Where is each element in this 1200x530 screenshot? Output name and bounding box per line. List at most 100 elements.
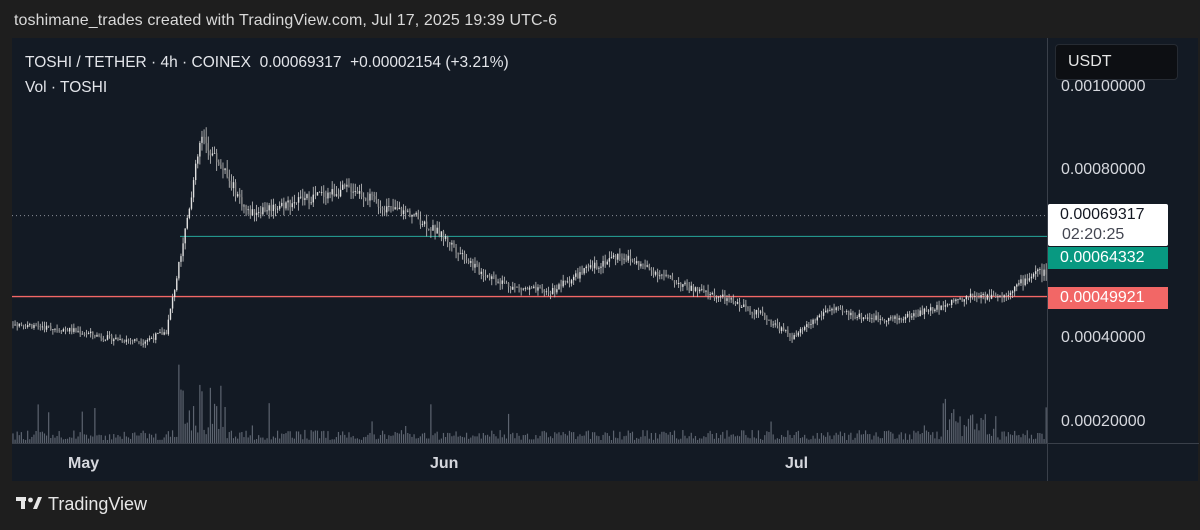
- volume-bar: [510, 434, 512, 443]
- candle-body: [358, 191, 361, 194]
- volume-bar: [104, 435, 106, 443]
- volume-bar: [421, 433, 424, 443]
- candle-body: [623, 258, 625, 260]
- volume-bar: [598, 436, 600, 443]
- volume-bar: [71, 437, 73, 443]
- candle-body: [1030, 276, 1033, 279]
- volume-bar: [295, 431, 298, 443]
- volume-bar: [113, 434, 115, 443]
- volume-bar: [980, 417, 982, 443]
- candle-body: [482, 271, 485, 277]
- candle-body: [572, 276, 575, 281]
- candle-body: [425, 221, 428, 229]
- volume-bar: [570, 432, 573, 443]
- volume-bar: [379, 435, 382, 443]
- volume-bar: [377, 438, 379, 443]
- candle-body: [524, 288, 527, 289]
- volume-legend[interactable]: Vol · TOSHI: [25, 79, 108, 96]
- volume-bar: [1014, 430, 1016, 443]
- time-axis[interactable]: [12, 443, 1047, 482]
- candle-body: [163, 332, 165, 335]
- price-axis[interactable]: [1047, 38, 1199, 443]
- candle-body: [108, 335, 111, 336]
- price-chart[interactable]: [12, 38, 1047, 443]
- candle-body: [793, 335, 795, 340]
- volume-bar: [646, 430, 648, 443]
- candle-body: [83, 333, 86, 335]
- candle-body: [866, 317, 869, 319]
- volume-bar: [243, 437, 245, 443]
- volume-bar: [791, 437, 793, 443]
- axis-corner[interactable]: [1047, 443, 1199, 482]
- candle-body: [787, 330, 789, 334]
- volume-bar: [434, 433, 436, 443]
- volume-bar: [247, 437, 249, 443]
- volume-bar: [728, 436, 730, 443]
- candle-body: [26, 325, 29, 327]
- candle-body: [932, 307, 934, 312]
- volume-bar: [808, 439, 810, 443]
- volume-bar: [190, 430, 193, 443]
- volume-bar: [959, 416, 961, 443]
- candle-body: [58, 329, 60, 331]
- candle-body: [881, 318, 884, 320]
- volume-bar: [909, 434, 911, 443]
- volume-bar: [575, 439, 577, 443]
- volume-bar: [73, 430, 75, 443]
- volume-bar: [591, 432, 594, 443]
- candle-body: [587, 266, 590, 268]
- volume-bar: [820, 433, 823, 443]
- volume-bar: [625, 435, 627, 443]
- volume-bar: [226, 438, 228, 443]
- candle-body: [459, 253, 461, 255]
- candle-body: [602, 260, 604, 267]
- candle-body: [877, 315, 879, 320]
- candle-body: [650, 268, 653, 271]
- chart-pane[interactable]: [12, 38, 1047, 443]
- candle-body: [934, 309, 936, 312]
- tradingview-brand[interactable]: TradingView: [48, 494, 148, 514]
- candle-body: [260, 212, 262, 215]
- volume-bar: [123, 431, 125, 443]
- candle-body: [514, 286, 516, 288]
- volume-bar: [862, 434, 865, 443]
- volume-bar: [822, 435, 825, 443]
- volume-bar: [877, 436, 879, 443]
- candle-body: [383, 209, 386, 213]
- volume-bar: [314, 430, 316, 443]
- volume-bar: [648, 438, 650, 443]
- candle-body: [360, 191, 363, 197]
- candle-body: [350, 186, 352, 192]
- volume-bar: [98, 434, 100, 443]
- volume-bar: [102, 439, 104, 443]
- candle-body: [182, 243, 184, 257]
- volume-bar: [606, 433, 608, 443]
- candle-body: [1045, 269, 1047, 275]
- red-line-badge: 0.00049921: [1048, 287, 1168, 309]
- symbol-info[interactable]: TOSHI / TETHER · 4h · COINEX: [25, 54, 251, 71]
- volume-bar: [585, 431, 587, 443]
- candle-body: [43, 326, 46, 330]
- volume-bar: [216, 406, 218, 443]
- volume-bar: [497, 438, 499, 443]
- volume-bar: [29, 439, 31, 443]
- volume-bar: [732, 434, 734, 443]
- volume-bar: [197, 432, 199, 443]
- volume-bar: [871, 439, 873, 443]
- candle-body: [480, 271, 482, 274]
- volume-bar: [1007, 432, 1009, 443]
- volume-bar: [566, 435, 568, 443]
- candle-body: [845, 311, 848, 312]
- currency-button[interactable]: USDT: [1055, 44, 1178, 80]
- volume-bar: [812, 435, 814, 443]
- volume-bar: [715, 433, 718, 443]
- volume-bar: [904, 433, 907, 443]
- volume-bar: [224, 406, 226, 443]
- candle-body: [356, 191, 359, 194]
- volume-bar: [690, 432, 692, 443]
- candle-body: [1034, 271, 1037, 274]
- candle-body: [129, 340, 132, 341]
- volume-bar: [682, 430, 684, 443]
- volume-bar: [753, 437, 755, 443]
- volume-bar: [596, 435, 598, 443]
